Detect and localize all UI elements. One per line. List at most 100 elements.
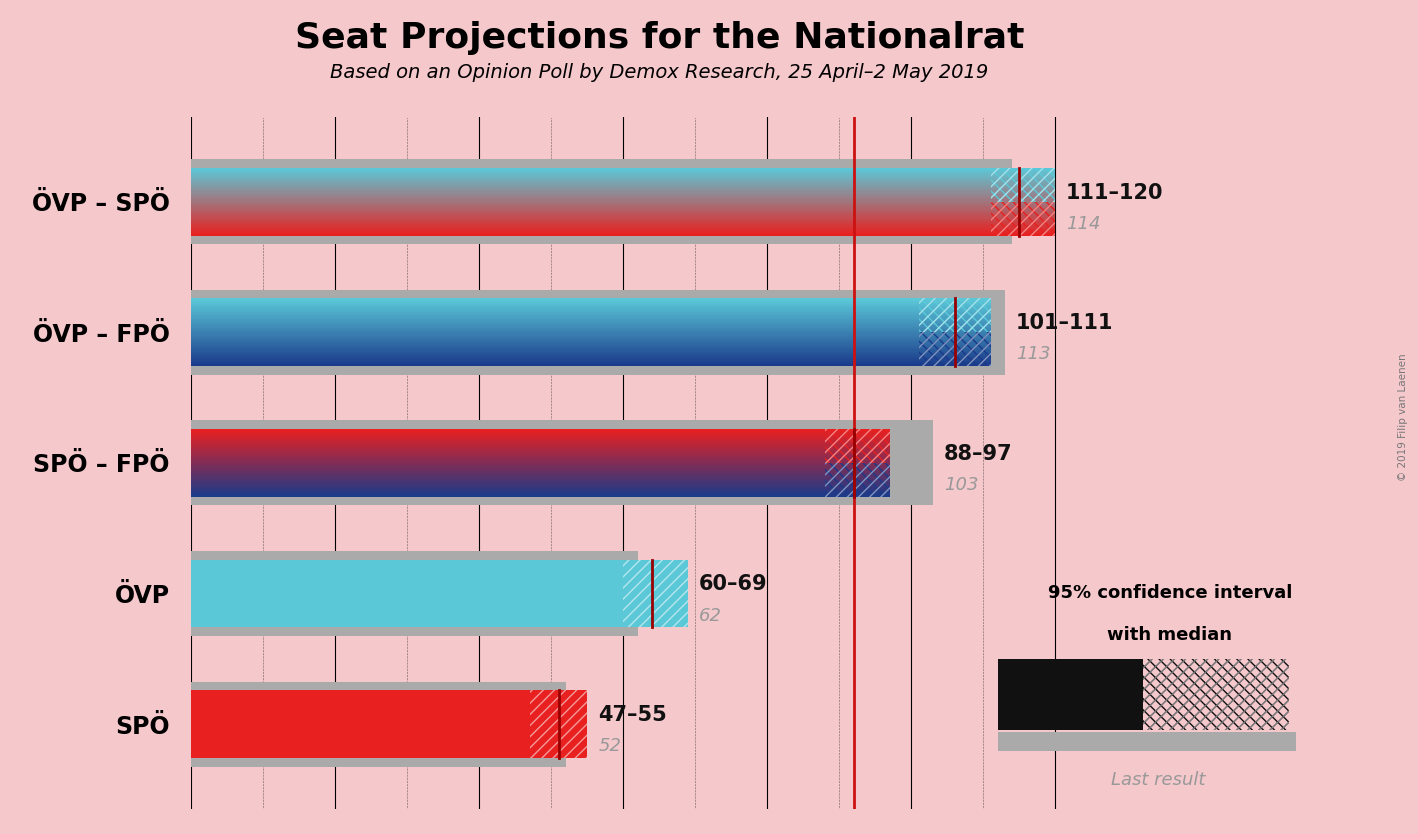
Bar (191, 306, 991, 308)
Bar (191, 480, 889, 481)
Bar (191, 195, 1055, 196)
Bar (191, 197, 1055, 198)
Bar (191, 311, 991, 312)
Bar (191, 322, 991, 324)
Bar (191, 234, 1055, 236)
Bar (991, 202, 1055, 236)
Bar (191, 315, 991, 316)
Bar (191, 188, 1055, 189)
Bar (191, 203, 1055, 204)
Bar (191, 232, 1055, 234)
Bar (191, 551, 638, 636)
Bar (191, 491, 889, 492)
Bar (191, 230, 1055, 231)
Bar (191, 330, 991, 331)
Bar (624, 560, 688, 627)
Bar (191, 181, 1055, 183)
Bar (191, 187, 1055, 188)
Bar (191, 467, 889, 469)
Bar (191, 455, 889, 456)
Bar (191, 483, 889, 485)
Bar (191, 314, 991, 315)
Bar (191, 450, 889, 451)
Bar (191, 231, 1055, 232)
Bar (825, 429, 889, 463)
Bar (991, 168, 1055, 202)
Bar (191, 494, 889, 495)
Bar (919, 299, 991, 332)
Bar (191, 321, 991, 322)
Bar (191, 355, 991, 356)
Text: © 2019 Filip van Laenen: © 2019 Filip van Laenen (1398, 353, 1408, 481)
Bar (191, 170, 1055, 171)
Bar (191, 349, 991, 350)
Text: 95% confidence interval: 95% confidence interval (1048, 584, 1292, 602)
Bar (191, 469, 889, 470)
Bar (191, 319, 991, 321)
Bar (191, 222, 1055, 224)
Bar (191, 339, 991, 340)
Bar (191, 224, 1055, 225)
Bar (191, 446, 889, 447)
Bar (191, 475, 889, 476)
Bar (191, 198, 1055, 199)
Bar (991, 202, 1055, 236)
Bar (191, 434, 889, 435)
Bar (191, 337, 991, 338)
Bar (191, 443, 889, 444)
Bar (191, 492, 889, 494)
Text: 47–55: 47–55 (598, 705, 666, 725)
Bar (191, 440, 889, 441)
Bar (825, 463, 889, 497)
Text: 111–120: 111–120 (1066, 183, 1164, 203)
Bar (191, 179, 1055, 180)
Bar (191, 445, 889, 446)
Bar (191, 447, 889, 448)
Bar (191, 437, 889, 438)
Bar (1143, 659, 1289, 730)
Bar (191, 221, 1055, 222)
Bar (191, 174, 1055, 176)
Bar (191, 324, 991, 325)
Bar (191, 229, 1055, 230)
Bar (1143, 659, 1289, 730)
Bar (191, 346, 991, 347)
Text: 88–97: 88–97 (944, 444, 1012, 464)
Bar (191, 353, 991, 354)
Bar (191, 193, 1055, 195)
Bar (191, 299, 991, 300)
Bar (191, 430, 889, 431)
Bar (191, 479, 889, 480)
Text: 103: 103 (944, 476, 978, 494)
Bar (191, 205, 1055, 206)
Bar (191, 304, 991, 305)
Bar (191, 439, 889, 440)
Bar (191, 681, 566, 766)
Bar (191, 459, 889, 460)
Bar (191, 300, 991, 302)
Bar (919, 332, 991, 366)
Bar (191, 429, 889, 430)
Bar (530, 690, 587, 758)
Bar (191, 308, 991, 309)
Bar (191, 309, 991, 311)
Bar (825, 463, 889, 497)
Bar (191, 204, 1055, 205)
Bar (825, 429, 889, 463)
Bar (191, 431, 889, 432)
Bar (191, 190, 1055, 192)
Bar (191, 364, 991, 365)
Bar (191, 453, 889, 454)
Bar (191, 359, 991, 360)
Bar (191, 690, 587, 758)
Bar (191, 328, 991, 329)
Bar (191, 347, 991, 348)
Bar (191, 340, 991, 341)
Bar (191, 448, 889, 450)
Bar (191, 488, 889, 489)
Bar (191, 186, 1055, 187)
Bar (191, 200, 1055, 202)
Bar (191, 344, 991, 346)
Bar (191, 183, 1055, 184)
Bar (191, 173, 1055, 174)
